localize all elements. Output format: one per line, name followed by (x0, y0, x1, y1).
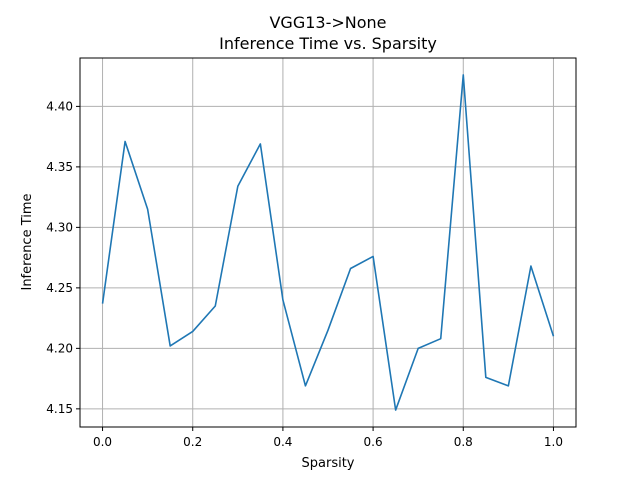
x-tick-label: 0.8 (454, 435, 473, 449)
series-layer (101, 74, 555, 411)
x-tick-label: 0.0 (93, 435, 112, 449)
x-tick-label: 0.2 (183, 435, 202, 449)
x-tick-label: 0.6 (364, 435, 383, 449)
x-tick-label: 1.0 (544, 435, 563, 449)
x-tick-label: 0.4 (273, 435, 292, 449)
chart-title: VGG13->None (269, 13, 386, 32)
tick-layer: 0.0 0.2 0.4 0.6 0.8 1.0 4.15 4.20 4.25 4.30 4.35 4.… (46, 99, 563, 449)
series-line (101, 74, 555, 411)
y-tick-label: 4.30 (46, 220, 73, 234)
chart-subtitle: Inference Time vs. Sparsity (219, 34, 437, 53)
x-axis-label: Sparsity (302, 456, 355, 471)
y-axis-label: Inference Time (20, 193, 35, 290)
plot-frame (79, 57, 577, 428)
y-tick-label: 4.15 (46, 402, 73, 416)
y-tick-label: 4.25 (46, 281, 73, 295)
y-tick-label: 4.40 (46, 99, 73, 113)
y-tick-label: 4.20 (46, 341, 73, 355)
grid (80, 58, 576, 427)
y-tick-label: 4.35 (46, 160, 73, 174)
